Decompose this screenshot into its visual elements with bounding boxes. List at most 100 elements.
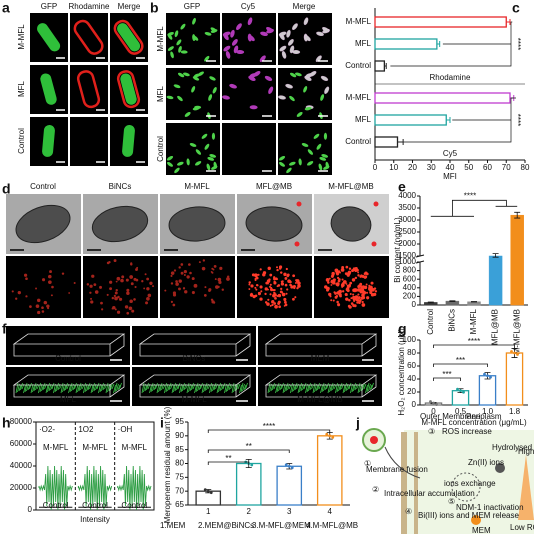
confocal-image xyxy=(258,326,382,365)
diagram-text: Outer Membrane xyxy=(420,412,481,421)
red-signal xyxy=(278,305,281,309)
gfp-cell xyxy=(204,143,210,150)
red-signal xyxy=(274,304,278,309)
gfp-cell xyxy=(295,72,302,77)
membrane xyxy=(76,70,101,109)
red-signal xyxy=(115,288,118,292)
box-outline xyxy=(12,333,126,357)
red-signal xyxy=(336,300,339,304)
red-signal xyxy=(283,300,287,304)
axis-label: Intensity xyxy=(80,515,110,524)
red-signal xyxy=(273,288,276,292)
y-tick-label: 40 xyxy=(407,374,416,383)
biofilm xyxy=(344,382,347,393)
gfp-cell xyxy=(288,161,296,166)
red-signal xyxy=(283,304,286,307)
red-signal xyxy=(292,274,296,278)
biofilm xyxy=(20,382,23,391)
red-signal xyxy=(275,266,279,269)
y-tick-label: 3500 xyxy=(398,203,416,212)
red-signal xyxy=(116,310,121,314)
red-signal xyxy=(352,268,355,271)
biofilm xyxy=(156,383,160,394)
bar xyxy=(374,16,507,28)
replicate-point xyxy=(429,400,432,403)
biofilm xyxy=(50,384,53,391)
diagram-text: Periplasm xyxy=(466,412,502,421)
gfp-cell xyxy=(183,72,190,77)
red-signal xyxy=(213,264,217,268)
red-signal xyxy=(269,283,272,286)
biofilm xyxy=(294,382,298,391)
red-signal xyxy=(126,291,130,296)
category-label: Control xyxy=(345,137,371,146)
confocal-image xyxy=(132,326,256,365)
axis-label: Bi content (ng/mL) xyxy=(393,217,402,283)
biofilm xyxy=(218,382,221,393)
red-signal xyxy=(337,303,341,307)
biofilm xyxy=(239,384,242,394)
red-signal xyxy=(345,283,348,285)
red-signal xyxy=(93,283,97,287)
red-signal xyxy=(336,276,340,279)
red-signal xyxy=(328,292,332,297)
row-label: MFL xyxy=(17,80,26,97)
biofilm xyxy=(32,384,35,393)
red-signal xyxy=(126,288,130,292)
column-label: Cy5 xyxy=(241,2,256,11)
panel-label: f xyxy=(2,321,7,337)
fluorescence-image xyxy=(6,256,81,318)
red-signal xyxy=(143,287,146,290)
biofilm xyxy=(321,382,325,393)
replicate-point xyxy=(290,466,294,470)
gfp-cell xyxy=(316,143,322,150)
cy5-signal xyxy=(266,26,274,33)
column-label: BiNCs xyxy=(109,182,132,191)
red-signal xyxy=(170,271,175,275)
y-tick-label: 100 xyxy=(403,335,417,344)
red-signal xyxy=(341,282,344,285)
red-signal xyxy=(339,271,341,274)
biofilm xyxy=(285,382,289,392)
red-signal xyxy=(15,297,18,300)
red-signal xyxy=(37,310,41,315)
red-signal xyxy=(217,277,222,282)
biofilm xyxy=(326,382,329,390)
micrograph xyxy=(278,68,332,120)
legend-label: Control xyxy=(121,501,147,510)
biofilm xyxy=(173,382,176,393)
red-signal xyxy=(254,273,258,278)
biofilm xyxy=(305,383,308,394)
biofilm xyxy=(110,382,113,391)
significance: **** xyxy=(468,337,480,346)
red-signal xyxy=(345,297,349,301)
biofilm xyxy=(45,384,49,394)
red-signal xyxy=(273,280,276,283)
red-signal xyxy=(73,281,76,284)
red-signal xyxy=(180,271,184,275)
red-signal xyxy=(284,283,288,287)
biofilm xyxy=(237,383,241,390)
y-tick-label: 80 xyxy=(175,459,184,468)
y-tick-label: 600 xyxy=(403,274,417,283)
red-signal xyxy=(271,299,275,304)
biofilm xyxy=(306,384,310,393)
gfp-cell xyxy=(42,124,55,157)
biofilm-box xyxy=(12,333,126,357)
significance-bracket xyxy=(207,461,250,465)
biofilm xyxy=(240,382,244,393)
x-tick-label: 0 xyxy=(373,163,378,172)
diagram-text: Bi(III) ions and MEM release xyxy=(418,511,519,520)
box-label: Control xyxy=(55,354,81,363)
red-signal xyxy=(186,275,190,279)
cy5-signal xyxy=(292,50,301,55)
biofilm xyxy=(236,382,239,391)
red-signal xyxy=(191,290,195,295)
gfp-cell xyxy=(301,143,309,147)
red-signal xyxy=(294,281,297,284)
red-signal xyxy=(35,304,40,308)
biofilm xyxy=(189,384,193,392)
biofilm xyxy=(86,384,89,392)
y-tick-label: 4000 xyxy=(398,191,416,200)
x-tick-label: 40 xyxy=(446,163,455,172)
